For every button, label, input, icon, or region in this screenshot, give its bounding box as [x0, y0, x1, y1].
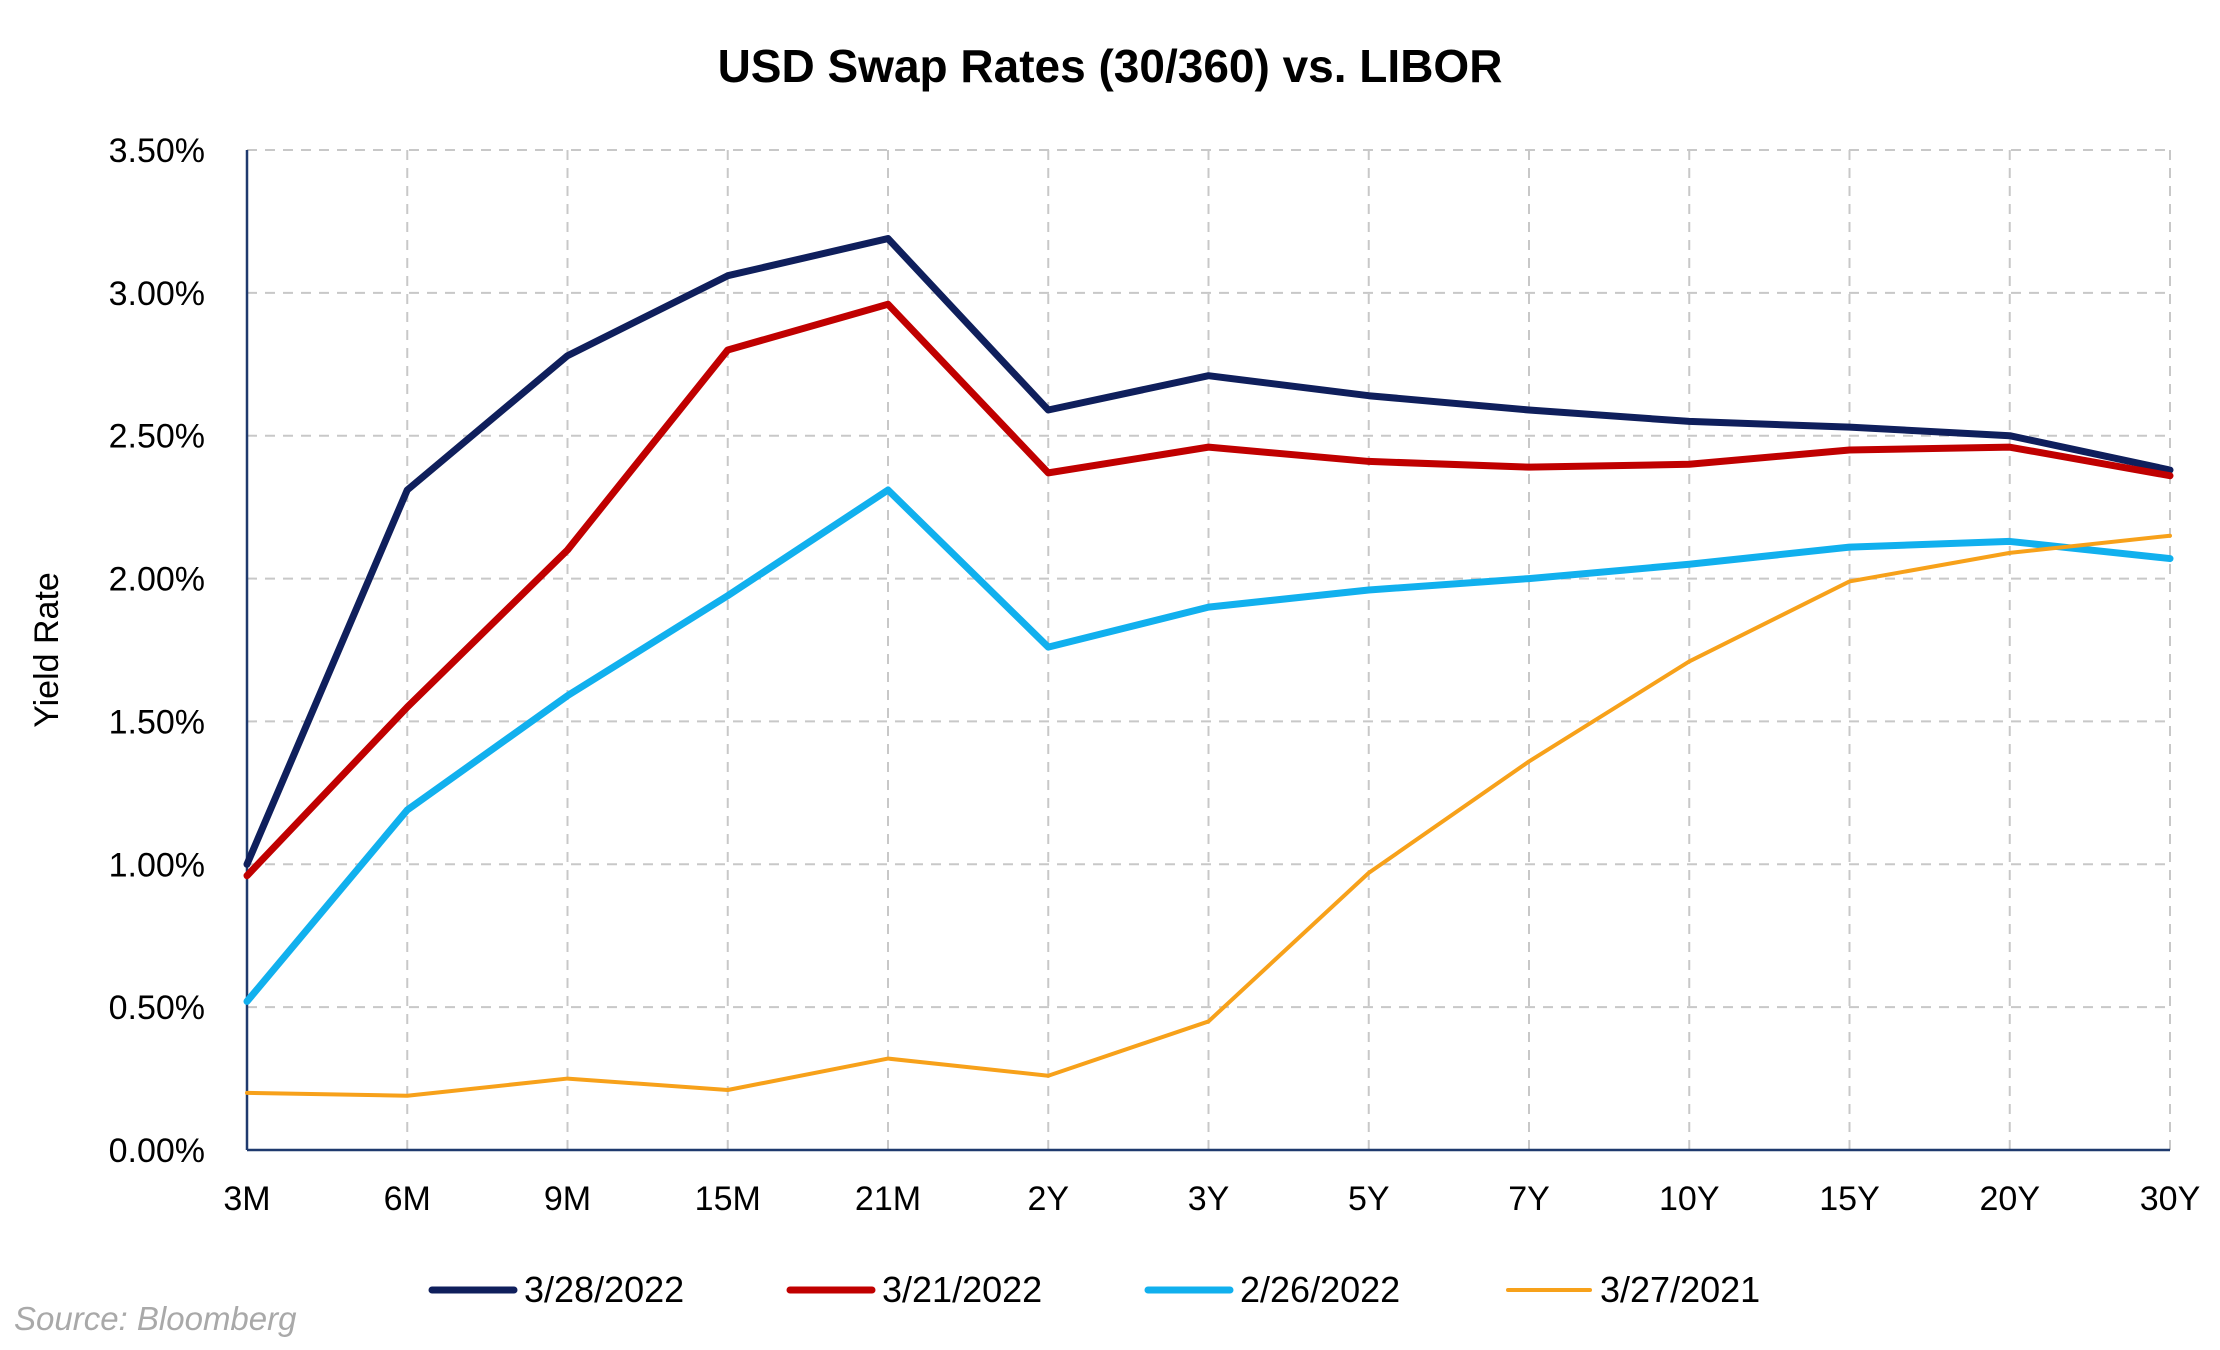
x-tick-label: 7Y: [1508, 1180, 1550, 1218]
tick-labels: 0.00% 0.50% 1.00% 1.50% 2.00% 2.50% 3.00% 3.50%…: [109, 132, 2201, 1218]
axes: [245, 150, 2170, 1152]
x-tick-label: 15M: [695, 1180, 761, 1218]
x-tick-label: 15Y: [1819, 1180, 1880, 1218]
y-tick-label: 0.00%: [109, 1132, 205, 1170]
y-tick-label: 1.50%: [109, 703, 205, 741]
chart-title: USD Swap Rates (30/360) vs. LIBOR: [718, 40, 1503, 92]
y-tick-label: 2.00%: [109, 561, 205, 599]
x-tick-label: 3Y: [1188, 1180, 1230, 1218]
y-axis-label: Yield Rate: [28, 572, 66, 728]
legend-label: 3/28/2022: [524, 1269, 684, 1310]
x-tick-label: 30Y: [2140, 1180, 2201, 1218]
x-tick-label: 2Y: [1027, 1180, 1069, 1218]
legend: 3/28/2022 3/21/2022 2/26/2022 3/27/2021: [428, 1269, 1760, 1310]
grid: [247, 149, 2171, 1150]
y-tick-label: 0.50%: [109, 989, 205, 1027]
y-tick-label: 3.00%: [109, 275, 205, 313]
legend-label: 3/27/2021: [1600, 1269, 1760, 1310]
x-tick-label: 3M: [223, 1180, 270, 1218]
legend-label: 3/21/2022: [882, 1269, 1042, 1310]
series-line-2: [243, 300, 2174, 880]
y-tick-label: 1.00%: [109, 846, 205, 884]
series-line-1: [243, 235, 2174, 868]
y-tick-label: 3.50%: [109, 132, 205, 170]
y-tick-label: 2.50%: [109, 418, 205, 456]
series-lines: [243, 235, 2174, 1098]
x-tick-label: 10Y: [1659, 1180, 1720, 1218]
x-tick-label: 5Y: [1348, 1180, 1390, 1218]
source-note: Source: Bloomberg: [14, 1300, 297, 1337]
series-line-3: [243, 486, 2174, 1005]
x-tick-label: 21M: [855, 1180, 921, 1218]
x-tick-label: 6M: [384, 1180, 431, 1218]
x-tick-label: 20Y: [1980, 1180, 2041, 1218]
series-line-4: [245, 533, 2172, 1098]
x-tick-label: 9M: [544, 1180, 591, 1218]
legend-label: 2/26/2022: [1240, 1269, 1400, 1310]
